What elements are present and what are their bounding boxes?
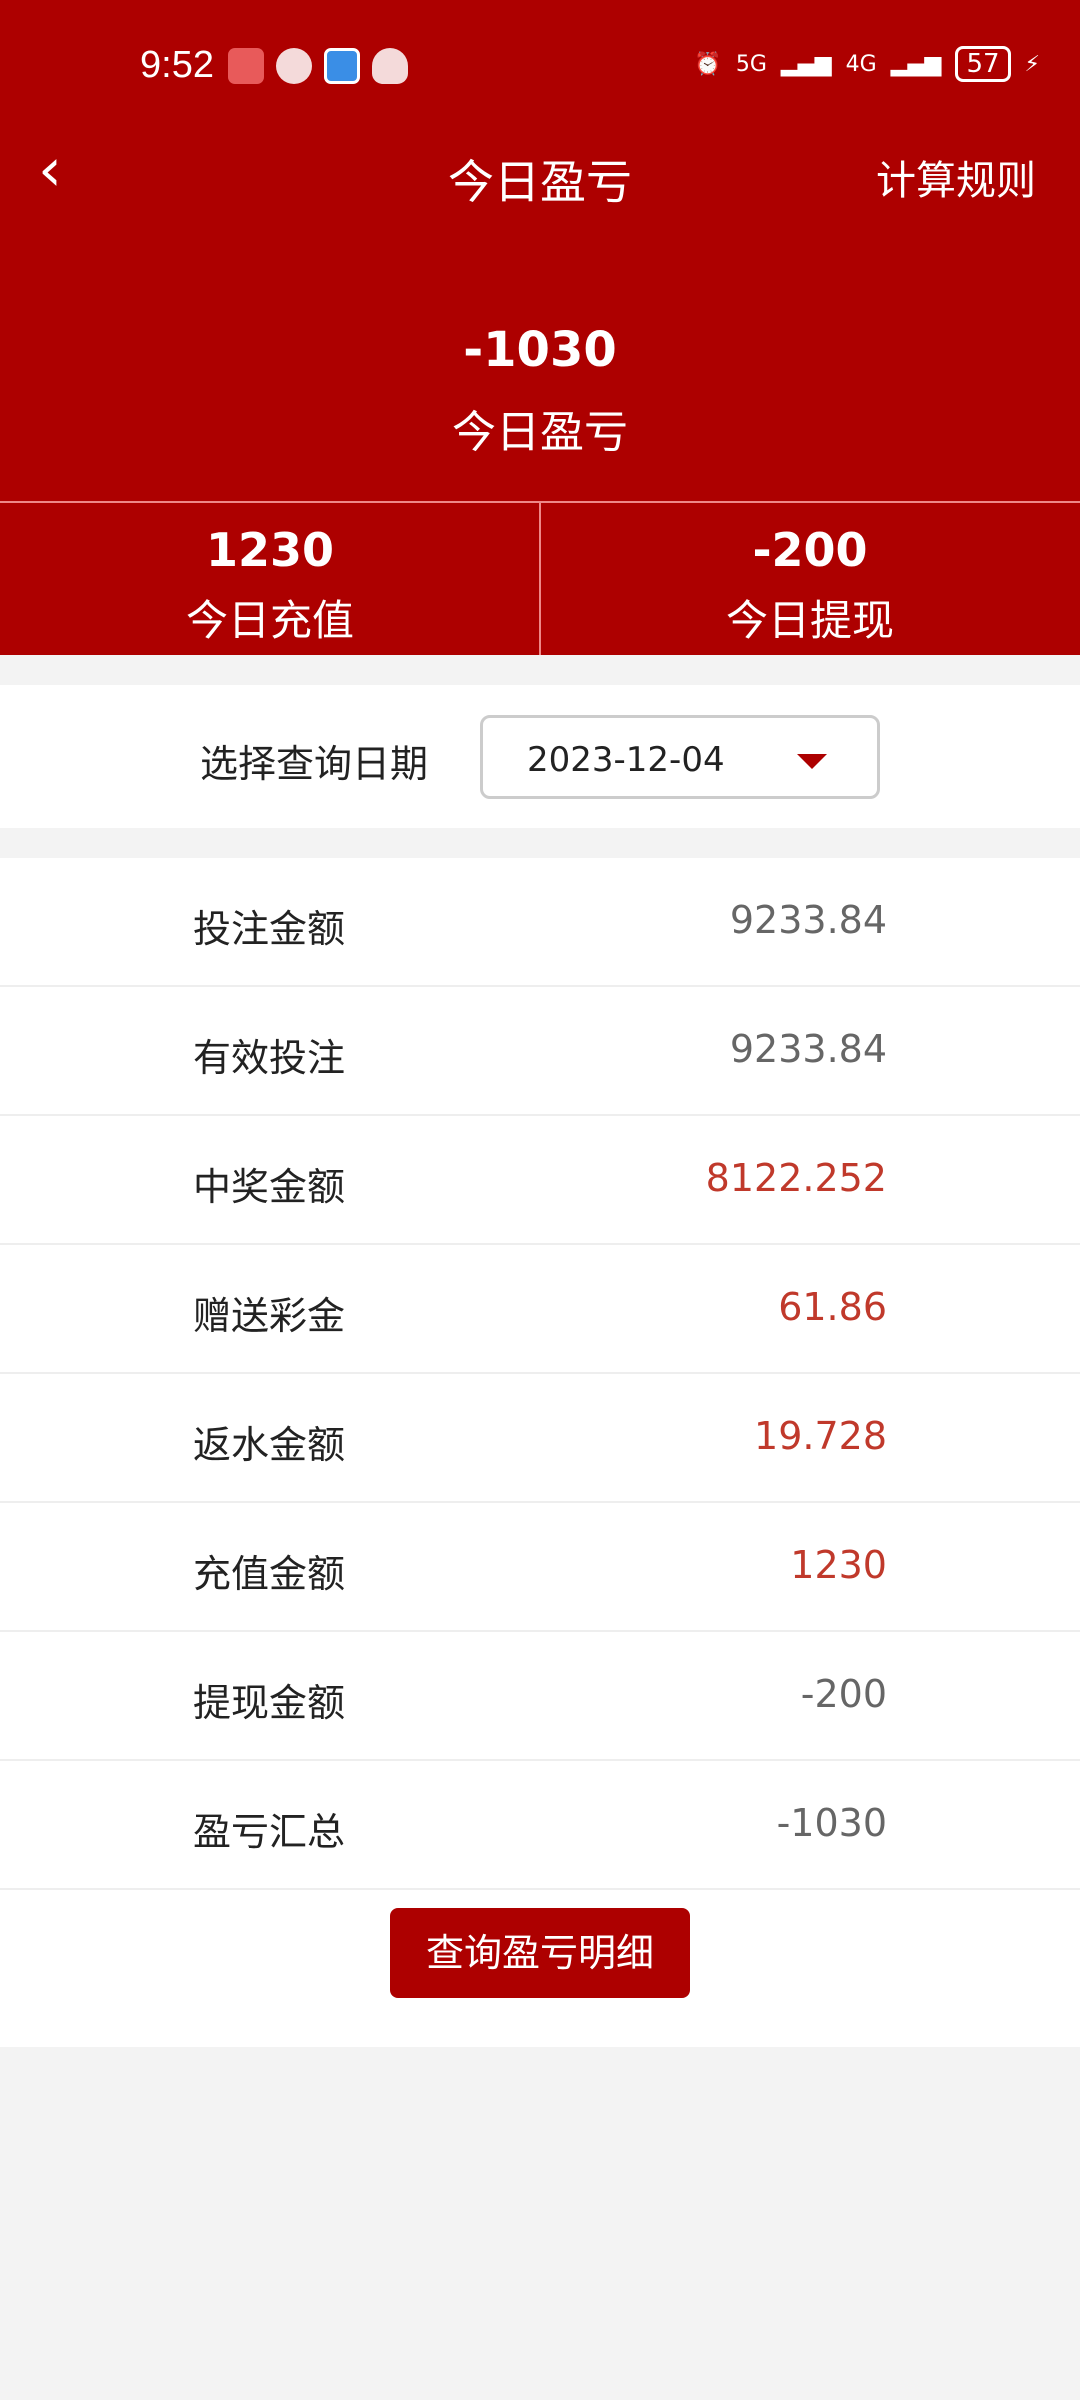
signal-4g-icon: 4G — [845, 51, 877, 77]
date-select[interactable]: 2023-12-04 — [480, 715, 880, 799]
list-item: 中奖金额 8122.252 — [0, 1116, 1080, 1245]
status-bar: 9:52 ⏰ 5G ▂▄▆ 4G ▂▄▆ 57 ⚡ — [0, 40, 1080, 90]
row-value: 8122.252 — [705, 1156, 887, 1200]
row-value: 9233.84 — [729, 898, 887, 942]
divider — [539, 503, 541, 655]
row-value: 1230 — [790, 1543, 887, 1587]
date-value: 2023-12-04 — [527, 740, 725, 780]
list-item: 返水金额 19.728 — [0, 1374, 1080, 1503]
row-label: 中奖金额 — [193, 1165, 346, 1209]
divider — [0, 501, 1080, 503]
header: 9:52 ⏰ 5G ▂▄▆ 4G ▂▄▆ 57 ⚡ ‹ 今日盈亏 计算规则 -1… — [0, 0, 1080, 655]
back-button[interactable]: ‹ — [38, 140, 62, 200]
stat-value: 1230 — [205, 523, 335, 577]
list-item: 提现金额 -200 — [0, 1632, 1080, 1761]
stat-label: 今日充值 — [185, 596, 354, 645]
row-value: -1030 — [776, 1801, 887, 1845]
page-title: 今日盈亏 — [448, 155, 632, 209]
stat-recharge: 1230 今日充值 — [0, 503, 540, 655]
list-item: 赠送彩金 61.86 — [0, 1245, 1080, 1374]
chevron-left-icon: ‹ — [38, 135, 62, 205]
message-icon — [276, 48, 312, 84]
row-value: -200 — [800, 1672, 887, 1716]
clock: 9:52 — [140, 44, 214, 86]
caret-down-icon — [797, 754, 827, 769]
today-profit-label: 今日盈亏 — [452, 407, 628, 458]
list-item: 投注金额 9233.84 — [0, 858, 1080, 987]
browser-icon — [324, 48, 360, 84]
date-label: 选择查询日期 — [200, 742, 429, 786]
alarm-icon: ⏰ — [694, 51, 722, 77]
list-item: 有效投注 9233.84 — [0, 987, 1080, 1116]
list-item: 充值金额 1230 — [0, 1503, 1080, 1632]
charging-icon: ⚡ — [1024, 51, 1040, 77]
stat-value: -200 — [752, 523, 868, 577]
row-label: 提现金额 — [193, 1681, 346, 1725]
row-value: 9233.84 — [729, 1027, 887, 1071]
stat-withdraw: -200 今日提现 — [540, 503, 1080, 655]
stat-label: 今日提现 — [725, 596, 894, 645]
row-label: 有效投注 — [193, 1036, 346, 1080]
date-filter: 选择查询日期 2023-12-04 — [0, 685, 1080, 828]
today-profit-value: -1030 — [463, 322, 617, 378]
row-value: 61.86 — [778, 1285, 887, 1329]
row-label: 投注金额 — [193, 907, 346, 951]
list-item: 盈亏汇总 -1030 — [0, 1761, 1080, 1890]
summary-list: 投注金额 9233.84 有效投注 9233.84 中奖金额 8122.252 赠送彩金 61… — [0, 858, 1080, 2047]
row-label: 赠送彩金 — [193, 1294, 346, 1338]
row-label: 返水金额 — [193, 1423, 346, 1467]
row-label: 盈亏汇总 — [193, 1810, 346, 1854]
qq-icon — [372, 48, 408, 84]
row-value: 19.728 — [754, 1414, 887, 1458]
app-gallery-icon — [228, 48, 264, 84]
signal-5g-icon: 5G — [735, 51, 767, 77]
battery-icon: 57 — [955, 46, 1011, 82]
query-detail-button[interactable]: 查询盈亏明细 — [390, 1908, 690, 1998]
row-label: 充值金额 — [193, 1552, 346, 1596]
signal-bars-icon: ▂▄▆ — [890, 51, 942, 77]
calculation-rules-link[interactable]: 计算规则 — [876, 158, 1036, 204]
signal-bars-icon: ▂▄▆ — [780, 51, 832, 77]
